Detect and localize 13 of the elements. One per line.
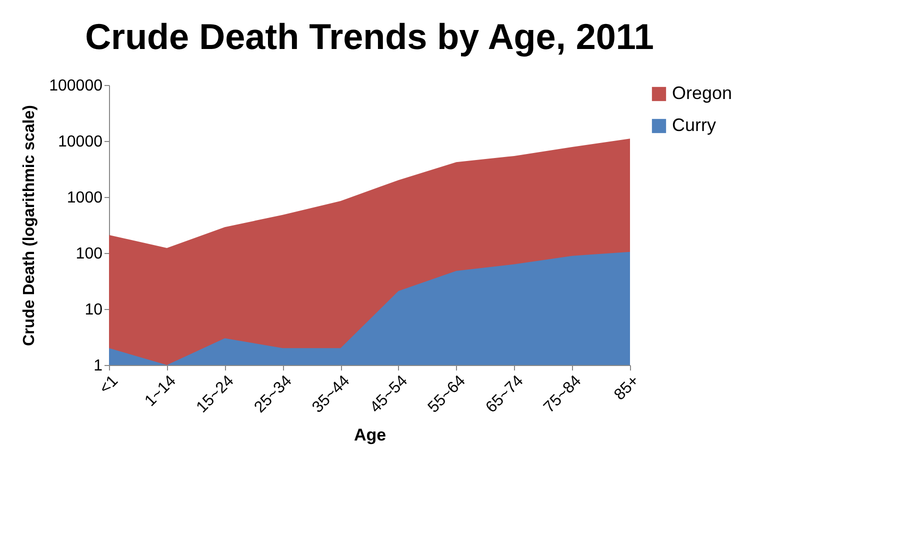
- y-tick-label: 1000: [66, 190, 103, 206]
- y-tick-label: 10000: [58, 134, 103, 150]
- y-tick-label: 100000: [49, 78, 103, 94]
- y-tick-label: 100: [76, 246, 103, 262]
- y-tick-label: 1: [94, 358, 103, 374]
- x-tick-label: <1: [96, 372, 122, 398]
- y-axis-title: Crude Death (logarithmic scale): [21, 105, 38, 346]
- x-axis-title: Age: [354, 426, 386, 445]
- x-tick-label: 85+: [611, 372, 643, 404]
- legend-label: Curry: [672, 115, 716, 135]
- chart-title: Crude Death Trends by Age, 2011: [85, 16, 654, 57]
- y-tick-label: 10: [84, 302, 103, 318]
- legend-label: Oregon: [672, 83, 732, 103]
